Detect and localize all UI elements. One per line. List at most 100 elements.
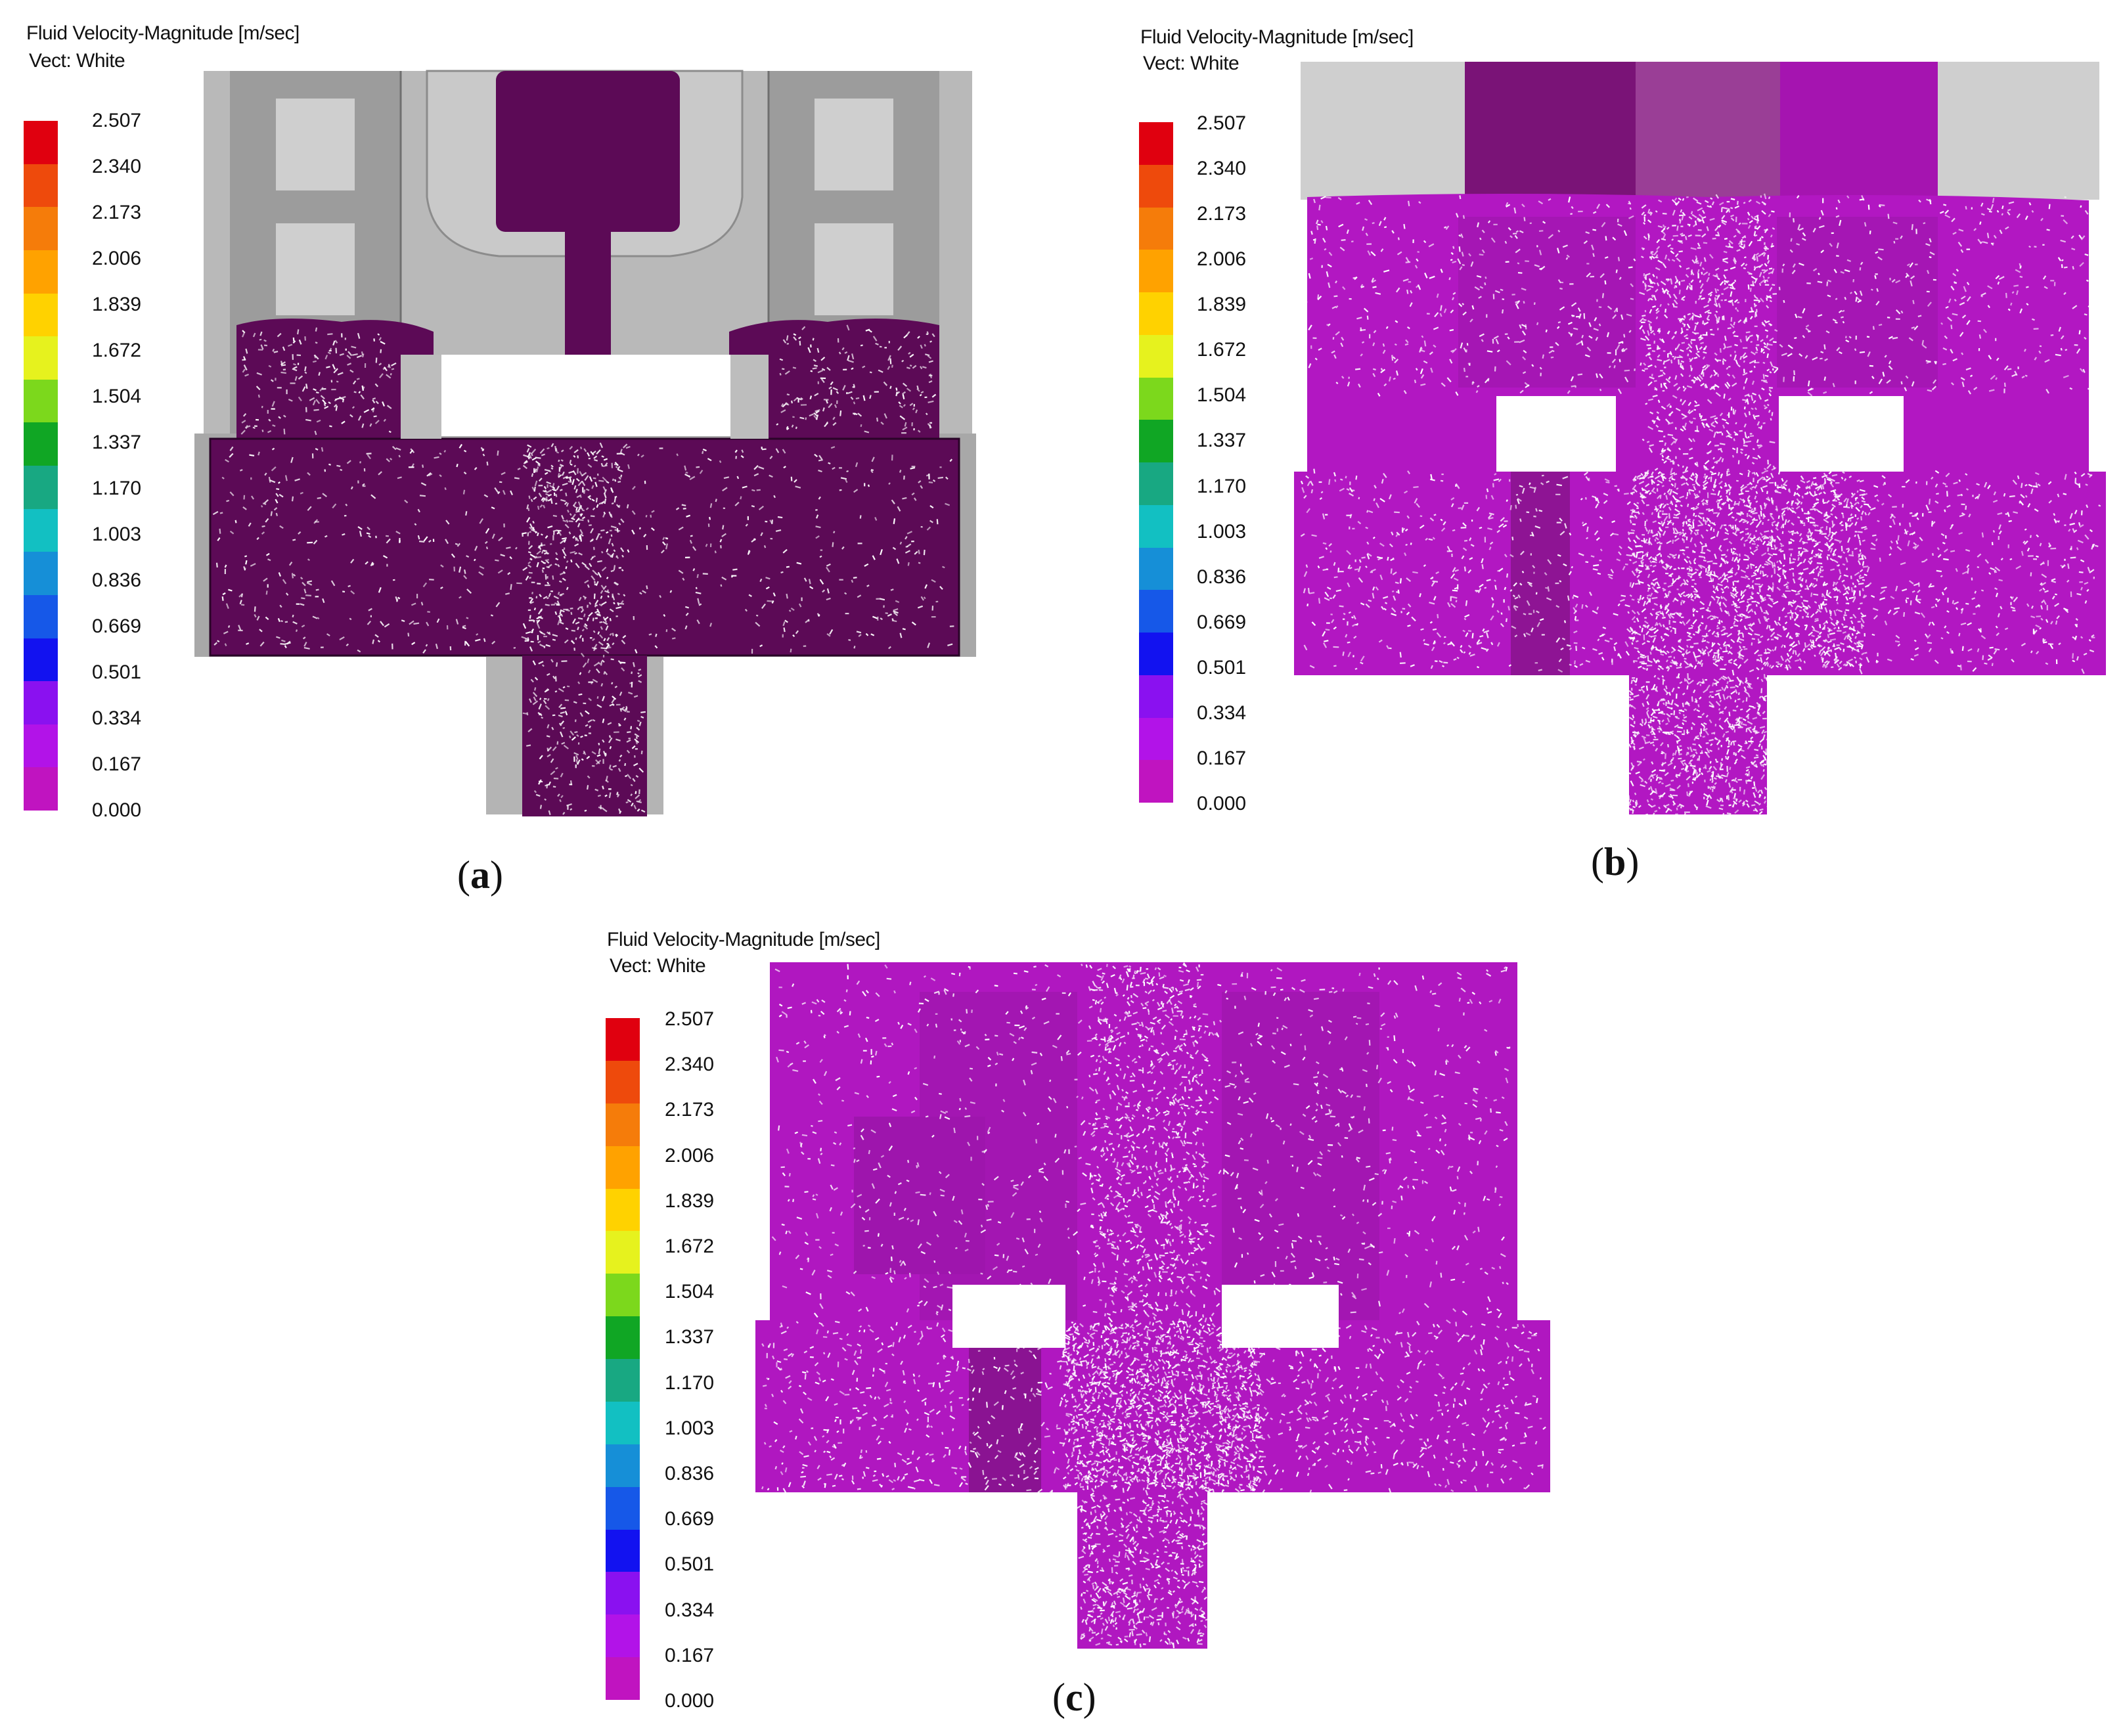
velocity-vector <box>1749 537 1753 539</box>
velocity-vector <box>1365 526 1368 529</box>
velocity-vector <box>367 620 372 625</box>
velocity-vector <box>753 538 756 541</box>
velocity-vector <box>1810 493 1815 497</box>
velocity-vector <box>1571 566 1573 569</box>
velocity-vector <box>1877 520 1880 523</box>
velocity-vector <box>1965 505 1967 510</box>
velocity-vector <box>1496 349 1500 353</box>
velocity-vector <box>887 355 891 361</box>
velocity-vector <box>1340 478 1343 481</box>
velocity-vector <box>1678 554 1680 559</box>
panel-b: Fluid Velocity-Magnitude [m/sec] Vect: W… <box>1117 0 2123 920</box>
velocity-vector <box>1703 481 1709 486</box>
velocity-vector <box>1391 607 1397 613</box>
velocity-vector <box>555 767 558 770</box>
velocity-vector <box>1639 661 1645 663</box>
velocity-vector <box>1694 655 1701 658</box>
velocity-vector <box>2086 589 2089 592</box>
velocity-vector <box>534 468 537 473</box>
velocity-vector <box>409 620 414 625</box>
velocity-vector <box>1864 652 1867 654</box>
velocity-vector <box>2083 652 2088 656</box>
velocity-vector <box>1980 202 1984 207</box>
velocity-vector <box>428 539 432 543</box>
velocity-vector <box>1997 613 2000 617</box>
velocity-vector <box>1802 568 1809 571</box>
velocity-vector <box>334 404 338 408</box>
velocity-vector <box>1517 594 1521 598</box>
velocity-vector <box>2048 500 2052 504</box>
velocity-vector <box>1796 194 1800 199</box>
velocity-vector <box>1671 259 1676 262</box>
velocity-vector <box>920 485 924 489</box>
velocity-vector <box>1959 514 1964 518</box>
velocity-vector <box>1637 650 1640 654</box>
color-scale-tick-label: 1.504 <box>92 386 142 407</box>
velocity-vector <box>346 355 351 359</box>
velocity-vector <box>1731 516 1735 519</box>
velocity-vector <box>585 507 589 510</box>
velocity-vector <box>2080 205 2082 208</box>
velocity-vector <box>923 596 926 600</box>
velocity-vector <box>608 737 613 744</box>
velocity-vector <box>634 733 640 738</box>
velocity-vector <box>628 692 633 695</box>
velocity-vector <box>1353 635 1357 639</box>
velocity-vector <box>1605 236 1607 241</box>
velocity-vector <box>338 396 344 401</box>
velocity-vector <box>267 430 272 434</box>
velocity-vector <box>1728 541 1733 545</box>
velocity-vector <box>1930 585 1934 588</box>
velocity-vector <box>1392 590 1395 592</box>
velocity-vector <box>736 476 740 479</box>
velocity-vector <box>1760 487 1764 493</box>
velocity-vector <box>1804 355 1808 359</box>
velocity-vector <box>1416 285 1419 288</box>
velocity-vector <box>1854 534 1856 537</box>
velocity-vector <box>278 481 280 484</box>
velocity-vector <box>1993 234 1997 239</box>
velocity-vector <box>594 572 599 576</box>
velocity-vector <box>826 588 830 594</box>
velocity-vector <box>1506 204 1511 208</box>
velocity-vector <box>314 430 317 435</box>
velocity-vector <box>535 460 541 466</box>
velocity-vector <box>1767 603 1773 608</box>
color-scale-segment <box>24 508 58 552</box>
velocity-vector <box>1462 547 1467 551</box>
velocity-vector <box>777 516 783 519</box>
velocity-vector <box>474 545 478 551</box>
velocity-vector <box>541 533 543 536</box>
velocity-vector <box>1573 594 1579 598</box>
velocity-vector <box>1670 661 1676 665</box>
velocity-vector <box>1840 271 1844 274</box>
velocity-vector <box>275 499 279 504</box>
velocity-vector <box>1680 373 1684 377</box>
velocity-vector <box>1638 570 1643 574</box>
velocity-vector <box>1768 535 1772 539</box>
velocity-vector <box>1406 289 1409 294</box>
velocity-vector <box>610 552 615 558</box>
velocity-vector <box>912 365 917 369</box>
velocity-vector <box>928 380 933 384</box>
velocity-vector <box>1358 577 1364 583</box>
velocity-vector <box>539 755 543 760</box>
velocity-vector <box>552 786 556 788</box>
velocity-vector <box>279 604 282 608</box>
velocity-vector <box>1931 621 1935 626</box>
velocity-vector <box>2063 564 2066 567</box>
velocity-vector <box>1787 530 1791 533</box>
velocity-vector <box>1430 367 1433 373</box>
velocity-vector <box>2070 235 2074 239</box>
velocity-vector <box>606 552 612 557</box>
velocity-vector <box>2063 266 2068 269</box>
velocity-vector <box>1395 370 1398 376</box>
velocity-vector <box>445 520 450 525</box>
velocity-vector <box>1995 625 1998 629</box>
velocity-vector <box>1670 468 1673 474</box>
velocity-vector <box>1784 667 1789 669</box>
velocity-vector <box>819 555 822 558</box>
velocity-vector <box>1584 354 1590 358</box>
velocity-vector <box>813 412 818 417</box>
velocity-vector <box>252 426 256 430</box>
